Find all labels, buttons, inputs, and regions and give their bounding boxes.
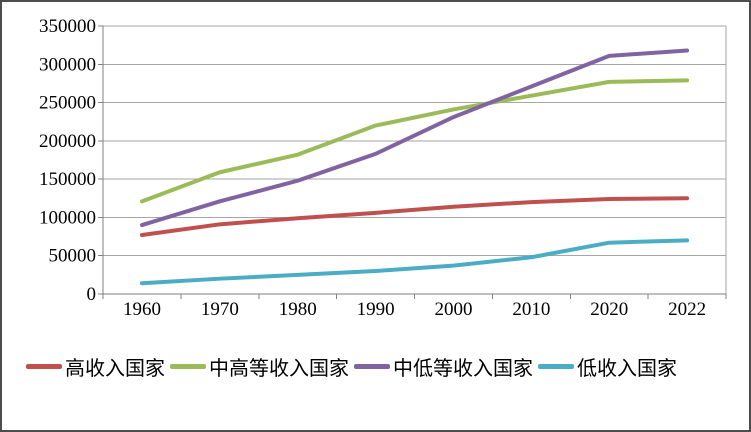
y-tick-label: 100000 — [39, 207, 96, 228]
x-tick-label: 2022 — [668, 299, 706, 320]
x-tick-label: 2000 — [434, 299, 472, 320]
legend-swatch-high-income — [26, 364, 62, 369]
y-tick-label: 300000 — [39, 54, 96, 75]
y-tick-label: 350000 — [39, 16, 96, 37]
y-tick-label: 250000 — [39, 93, 96, 114]
legend-swatch-lower-middle-income — [354, 364, 390, 369]
x-tick-label: 1970 — [201, 299, 239, 320]
legend-item-low-income: 低收入国家 — [538, 352, 677, 381]
y-tick-label: 50000 — [49, 246, 97, 267]
gridlines — [103, 25, 727, 294]
legend-item-lower-middle-income: 中低等收入国家 — [354, 352, 533, 381]
x-tick-label: 2020 — [590, 299, 628, 320]
legend-label-low-income: 低收入国家 — [577, 358, 677, 380]
series-line-低收入国家 — [139, 238, 690, 286]
y-tick-label: 150000 — [39, 169, 96, 190]
y-tick-label: 0 — [87, 284, 97, 305]
x-tick-label: 1960 — [123, 299, 161, 320]
x-tick-label: 2010 — [512, 299, 550, 320]
series-line-中低等收入国家 — [139, 48, 690, 228]
y-tick-label: 200000 — [39, 131, 96, 152]
legend-item-upper-middle-income: 中高等收入国家 — [170, 352, 349, 381]
legend-item-high-income: 高收入国家 — [26, 352, 165, 381]
series-line-高收入国家 — [139, 196, 690, 238]
chart-legend: 高收入国家 中高等收入国家 中低等收入国家 低收入国家 — [26, 352, 677, 381]
legend-swatch-low-income — [538, 364, 574, 369]
axes — [98, 25, 727, 299]
legend-label-upper-middle-income: 中高等收入国家 — [209, 358, 349, 380]
x-tick-label: 1980 — [279, 299, 317, 320]
series-line-中高等收入国家 — [139, 78, 690, 204]
legend-swatch-upper-middle-income — [170, 364, 206, 369]
line-chart: 0 50000 100000 150000 200000 250000 300000 3500… — [39, 16, 727, 320]
legend-label-high-income: 高收入国家 — [65, 358, 165, 380]
x-tick-label: 1990 — [357, 299, 395, 320]
legend-label-lower-middle-income: 中低等收入国家 — [393, 358, 533, 380]
